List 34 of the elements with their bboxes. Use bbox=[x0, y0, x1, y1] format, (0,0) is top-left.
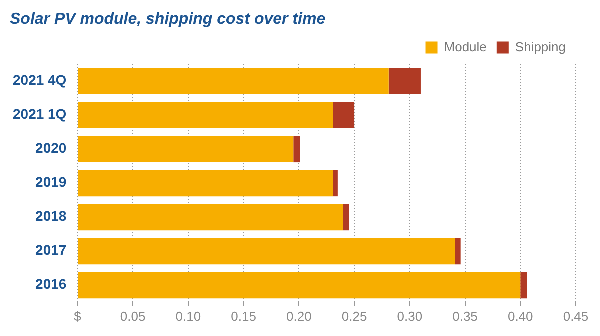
x-tick-label: $ bbox=[74, 308, 82, 324]
y-tick-label: 2021 1Q bbox=[12, 106, 67, 122]
x-tick-label: 0.10 bbox=[176, 308, 202, 324]
bar bbox=[78, 238, 456, 265]
x-tick-label: 0.30 bbox=[397, 308, 423, 324]
y-tick-label: 2018 bbox=[36, 208, 67, 224]
y-tick-label: 2017 bbox=[36, 242, 67, 258]
bar bbox=[520, 272, 528, 299]
x-tick-label: 0.15 bbox=[231, 308, 256, 324]
bar bbox=[334, 170, 338, 197]
x-tick-label: 0.05 bbox=[120, 308, 146, 324]
y-tick-label: 2019 bbox=[36, 174, 67, 190]
x-tick-label: 0.25 bbox=[342, 308, 368, 324]
y-tick-label: 2020 bbox=[36, 140, 67, 156]
bar bbox=[334, 102, 355, 129]
bar bbox=[388, 68, 421, 94]
bar bbox=[455, 238, 461, 265]
y-tick-label: 2021 4Q bbox=[12, 72, 67, 88]
bar bbox=[78, 136, 294, 163]
bar bbox=[78, 102, 334, 129]
y-tick-label: 2016 bbox=[36, 276, 67, 292]
chart-title: Solar PV module, shipping cost over time bbox=[10, 11, 326, 28]
bar bbox=[78, 68, 389, 94]
legend-label: Module bbox=[444, 39, 487, 54]
x-tick-label: 0.35 bbox=[452, 308, 478, 324]
x-tick-label: 0.40 bbox=[508, 308, 534, 324]
bar bbox=[294, 136, 300, 163]
bar bbox=[78, 170, 334, 197]
x-tick-label: 0.20 bbox=[286, 308, 312, 324]
bar bbox=[78, 272, 521, 299]
legend-label: Shipping bbox=[515, 39, 566, 54]
x-tick-label: 0.45 bbox=[563, 308, 589, 324]
bar bbox=[78, 204, 344, 231]
bar bbox=[343, 204, 349, 231]
